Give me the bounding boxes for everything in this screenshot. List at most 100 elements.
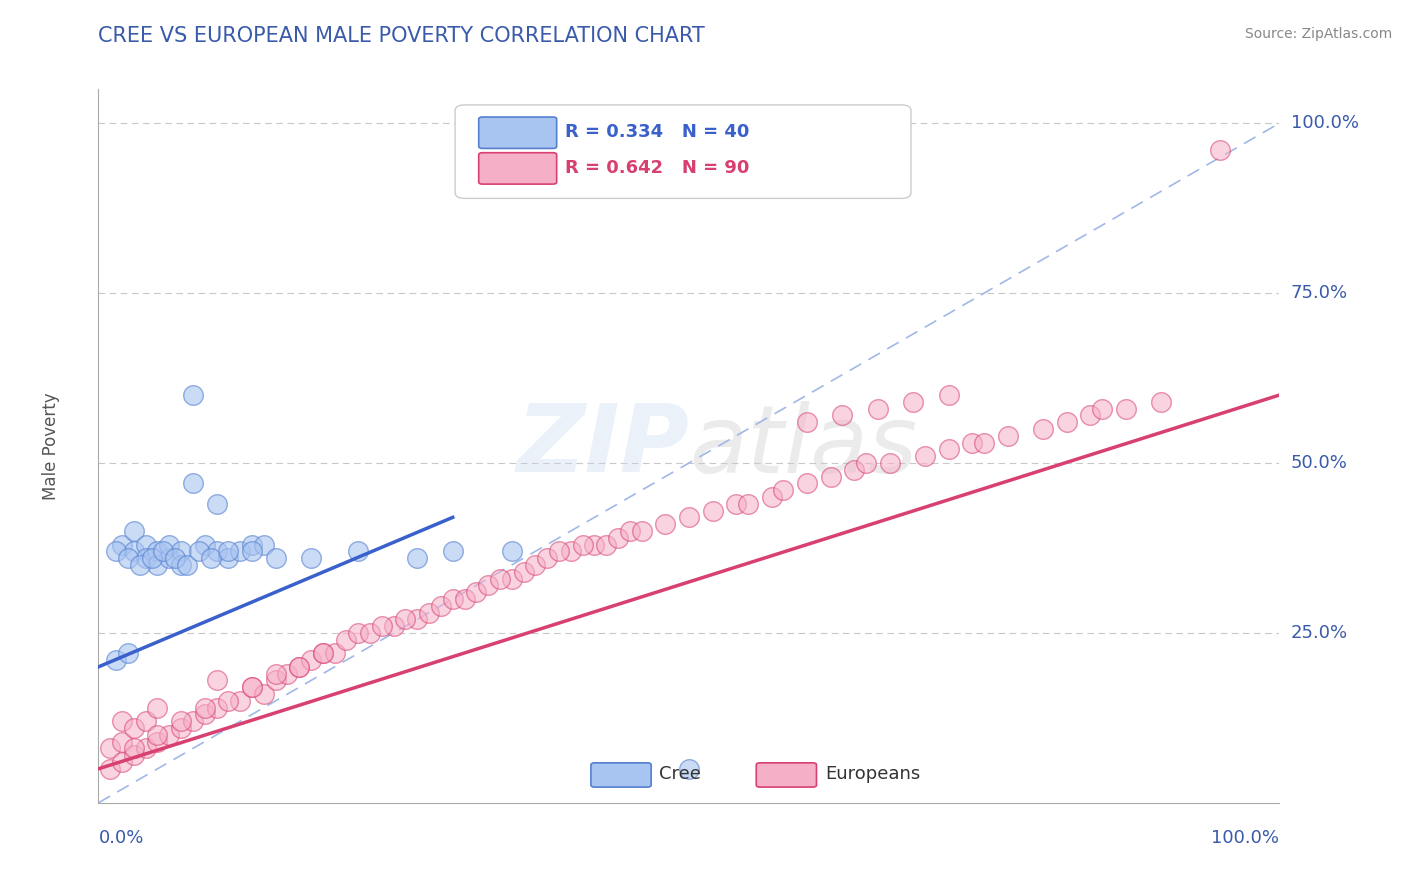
Point: [844, 463, 866, 477]
Point: [299, 653, 322, 667]
Text: Male Poverty: Male Poverty: [42, 392, 60, 500]
Point: [122, 741, 145, 756]
Point: [229, 544, 252, 558]
FancyBboxPatch shape: [591, 763, 651, 787]
Point: [194, 700, 217, 714]
Point: [111, 537, 134, 551]
Point: [796, 476, 818, 491]
Point: [194, 707, 217, 722]
Point: [111, 734, 134, 748]
Point: [170, 721, 193, 735]
Point: [299, 551, 322, 566]
Point: [1080, 409, 1102, 423]
Point: [938, 388, 960, 402]
Point: [796, 415, 818, 429]
Point: [253, 537, 276, 551]
Point: [217, 551, 239, 566]
Point: [997, 429, 1019, 443]
Point: [122, 748, 145, 763]
Point: [702, 503, 724, 517]
Point: [1115, 401, 1137, 416]
Point: [146, 544, 169, 558]
Point: [105, 544, 128, 558]
Point: [678, 762, 700, 776]
Point: [240, 680, 263, 694]
Text: 0.0%: 0.0%: [98, 829, 143, 847]
Text: 50.0%: 50.0%: [1291, 454, 1347, 472]
Point: [453, 591, 475, 606]
Point: [312, 646, 335, 660]
Point: [737, 497, 759, 511]
Point: [866, 401, 889, 416]
Point: [571, 537, 593, 551]
Point: [146, 734, 169, 748]
Point: [194, 537, 217, 551]
Point: [761, 490, 783, 504]
Point: [187, 544, 209, 558]
Point: [117, 646, 139, 660]
Point: [406, 551, 429, 566]
Point: [229, 694, 252, 708]
Point: [560, 544, 582, 558]
Point: [135, 714, 157, 729]
Point: [205, 497, 228, 511]
Text: R = 0.642   N = 90: R = 0.642 N = 90: [565, 159, 749, 177]
Point: [135, 551, 157, 566]
Point: [146, 700, 169, 714]
Point: [394, 612, 416, 626]
Text: 100.0%: 100.0%: [1212, 829, 1279, 847]
Point: [152, 544, 174, 558]
Point: [583, 537, 606, 551]
Point: [465, 585, 488, 599]
Point: [938, 442, 960, 457]
Text: 25.0%: 25.0%: [1291, 624, 1348, 642]
Point: [477, 578, 499, 592]
Point: [595, 537, 617, 551]
Text: Source: ZipAtlas.com: Source: ZipAtlas.com: [1244, 27, 1392, 41]
Point: [359, 626, 381, 640]
Point: [288, 660, 311, 674]
Point: [170, 714, 193, 729]
Point: [264, 673, 287, 688]
Point: [264, 551, 287, 566]
FancyBboxPatch shape: [478, 117, 557, 148]
Text: 75.0%: 75.0%: [1291, 284, 1348, 302]
Point: [441, 544, 464, 558]
Point: [914, 449, 936, 463]
Point: [347, 544, 370, 558]
Text: Europeans: Europeans: [825, 765, 920, 783]
Point: [205, 700, 228, 714]
Point: [1150, 394, 1173, 409]
Point: [1032, 422, 1054, 436]
Point: [382, 619, 405, 633]
Text: ZIP: ZIP: [516, 400, 689, 492]
Point: [98, 741, 121, 756]
Point: [630, 524, 652, 538]
Point: [879, 456, 901, 470]
Point: [536, 551, 558, 566]
Text: atlas: atlas: [689, 401, 917, 491]
Point: [135, 537, 157, 551]
Point: [607, 531, 630, 545]
Point: [903, 394, 925, 409]
FancyBboxPatch shape: [478, 153, 557, 184]
Point: [205, 544, 228, 558]
FancyBboxPatch shape: [456, 105, 911, 198]
Point: [217, 694, 239, 708]
Point: [165, 551, 187, 566]
Point: [619, 524, 641, 538]
Point: [157, 551, 180, 566]
Point: [524, 558, 547, 572]
Point: [128, 558, 150, 572]
Point: [347, 626, 370, 640]
Point: [122, 721, 145, 735]
Point: [146, 728, 169, 742]
Point: [1056, 415, 1078, 429]
Point: [111, 714, 134, 729]
Point: [157, 728, 180, 742]
Text: R = 0.334   N = 40: R = 0.334 N = 40: [565, 123, 749, 141]
Point: [141, 551, 163, 566]
Point: [418, 606, 440, 620]
Point: [122, 524, 145, 538]
Point: [1209, 144, 1232, 158]
